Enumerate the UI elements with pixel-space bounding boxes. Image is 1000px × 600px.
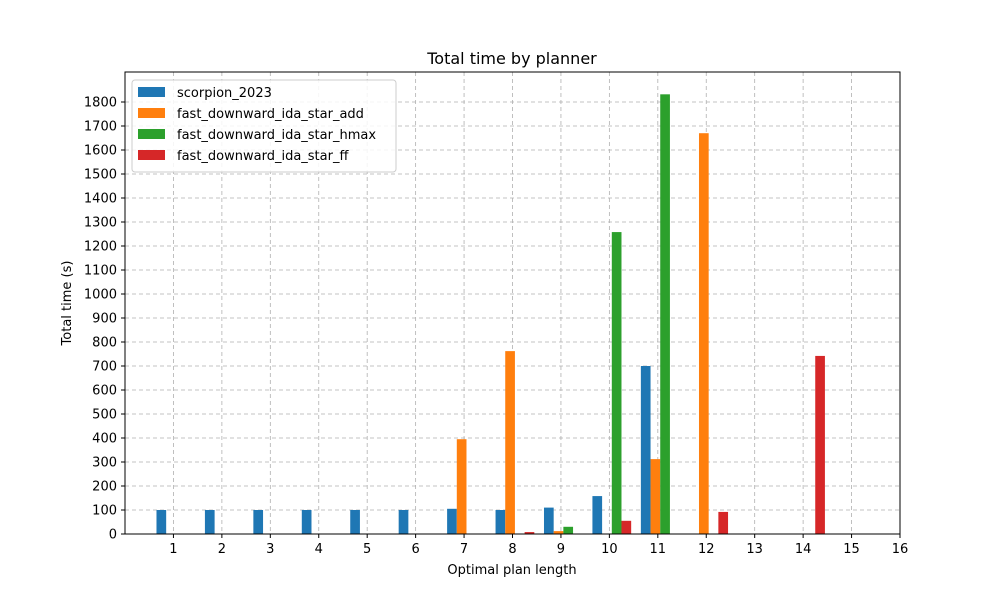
bar-scorpion_2023	[156, 510, 167, 534]
y-tick-label: 700	[92, 360, 117, 375]
legend-label-fast_downward_ida_star_ff: fast_downward_ida_star_ff	[177, 149, 349, 164]
bar-fast_downward_ida_star_ff	[718, 511, 729, 534]
chart-title: Total time by planner	[426, 49, 597, 68]
y-tick-label: 500	[92, 408, 117, 423]
legend-label-fast_downward_ida_star_add: fast_downward_ida_star_add	[177, 107, 364, 122]
bar-scorpion_2023	[350, 510, 360, 534]
legend-label-scorpion_2023: scorpion_2023	[177, 86, 272, 101]
x-tick-label: 9	[557, 542, 565, 557]
y-tick-label: 600	[92, 384, 117, 399]
y-tick-label: 300	[92, 456, 117, 471]
x-tick-label: 16	[892, 542, 909, 557]
y-tick-label: 100	[92, 504, 117, 519]
bar-fast_downward_ida_star_ff	[621, 520, 632, 534]
x-tick-label: 11	[650, 542, 667, 557]
y-tick-label: 800	[92, 336, 117, 351]
bar-scorpion_2023	[495, 510, 506, 534]
y-tick-label: 1200	[84, 240, 117, 255]
x-tick-label: 13	[746, 542, 763, 557]
x-tick-label: 4	[315, 542, 323, 557]
y-tick-label: 1800	[84, 96, 117, 111]
legend: scorpion_2023 fast_downward_ida_star_addf…	[131, 79, 397, 173]
y-tick-label: 200	[92, 480, 117, 495]
bar-fast_downward_ida_star_ff	[815, 355, 825, 534]
bar-fast_downward_ida_star_hmax	[563, 526, 574, 534]
x-tick-label: 14	[795, 542, 812, 557]
x-tick-label: 6	[411, 542, 419, 557]
bar-fast_downward_ida_star_add	[698, 133, 709, 534]
bar-scorpion_2023	[447, 508, 457, 534]
bar-scorpion_2023	[204, 510, 215, 534]
y-tick-label: 1000	[84, 288, 117, 303]
y-tick-label: 1600	[84, 144, 117, 159]
bar-fast_downward_ida_star_hmax	[611, 232, 622, 534]
legend-label-fast_downward_ida_star_hmax: fast_downward_ida_star_hmax	[177, 128, 376, 143]
y-tick-label: 1700	[84, 120, 117, 135]
y-tick-label: 0	[109, 528, 117, 543]
x-tick-label: 2	[218, 542, 226, 557]
bar-scorpion_2023	[253, 510, 264, 534]
y-tick-label: 1500	[84, 168, 117, 183]
x-tick-label: 15	[843, 542, 860, 557]
x-tick-label: 5	[363, 542, 371, 557]
bar-fast_downward_ida_star_ff	[524, 532, 535, 534]
y-tick-label: 1100	[84, 264, 117, 279]
y-axis-label: Total time (s)	[60, 261, 75, 347]
legend-swatch-fast_downward_ida_star_ff	[138, 150, 165, 160]
bar-fast_downward_ida_star_add	[650, 459, 661, 534]
x-tick-label: 10	[601, 542, 618, 557]
y-tick-label: 1400	[84, 192, 117, 207]
legend-box	[131, 79, 397, 173]
x-tick-label: 8	[508, 542, 516, 557]
bar-scorpion_2023	[301, 510, 312, 534]
bar-fast_downward_ida_star_add	[553, 531, 564, 534]
axes: 1 2 3 4 5 6 7 8 9 10 11 12 13 14 15 1601002003004005006…	[84, 71, 909, 557]
bar-scorpion_2023	[640, 366, 651, 534]
bar-fast_downward_ida_star_add	[505, 351, 515, 534]
bar-scorpion_2023	[592, 496, 603, 534]
y-tick-label: 400	[92, 432, 117, 447]
bars	[156, 94, 825, 534]
x-tick-label: 3	[266, 542, 274, 557]
x-tick-label: 12	[698, 542, 715, 557]
legend-swatch-fast_downward_ida_star_add	[138, 108, 165, 118]
x-tick-label: 7	[460, 542, 468, 557]
legend-swatch-fast_downward_ida_star_hmax	[138, 129, 165, 139]
bar-scorpion_2023	[543, 507, 554, 534]
bar-fast_downward_ida_star_hmax	[660, 94, 670, 534]
bar-fast_downward_ida_star_add	[456, 439, 467, 534]
x-tick-label: 1	[169, 542, 177, 557]
legend-swatch-scorpion_2023	[138, 87, 165, 97]
y-tick-label: 900	[92, 312, 117, 327]
x-axis-label: Optimal plan length	[447, 563, 576, 578]
y-tick-label: 1300	[84, 216, 117, 231]
bar-scorpion_2023	[398, 510, 409, 534]
